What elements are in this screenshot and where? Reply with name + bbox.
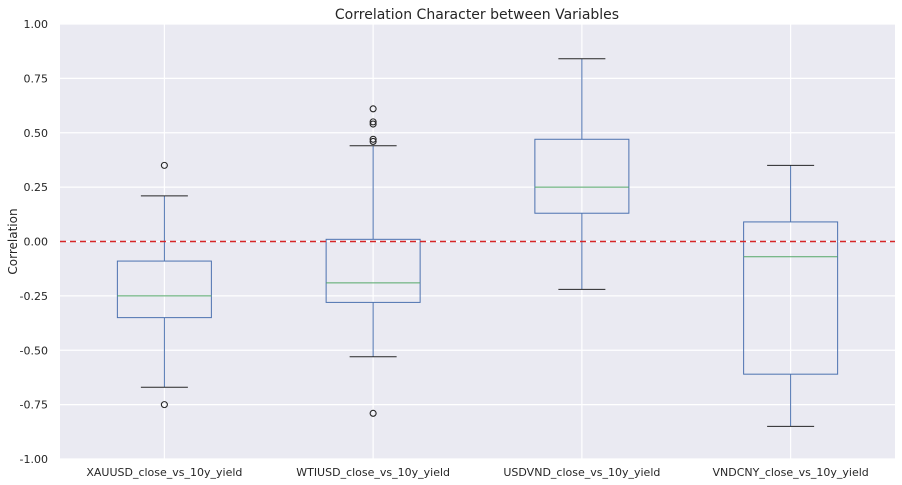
x-tick-label: USDVND_close_vs_10y_yield [503,466,660,479]
y-tick-label: 0.75 [24,72,49,85]
box-series [60,58,895,427]
y-tick-label: -1.00 [20,453,48,466]
x-tick-labels: XAUUSD_close_vs_10y_yield WTIUSD_close_vs… [86,466,868,479]
outlier-point [369,135,377,143]
y-tick-labels: -1.00 -0.75 -0.50 -0.25 0.00 0.25 0.50 0.75 1.00 [20,18,48,466]
iqr-box [743,221,839,375]
y-tick-label: 0.50 [24,127,49,140]
box-XAUUSD_close_vs_10y_yield [116,161,212,409]
x-tick-label: VNDCNY_close_vs_10y_yield [712,466,868,479]
box-USDVND_close_vs_10y_yield [534,58,630,290]
iqr-box [325,238,421,303]
x-tick-label: WTIUSD_close_vs_10y_yield [296,466,450,479]
chart-title: Correlation Character between Variables [335,7,619,23]
y-tick-label: -0.75 [20,399,48,412]
box-WTIUSD_close_vs_10y_yield [325,105,421,417]
y-tick-label: -0.50 [20,344,48,357]
outlier-point [369,120,377,128]
x-tick-label: XAUUSD_close_vs_10y_yield [86,466,242,479]
box-VNDCNY_close_vs_10y_yield [743,164,839,427]
iqr-box [534,138,630,214]
y-tick-label: 0.25 [24,181,49,194]
y-tick-label: 1.00 [24,18,49,31]
y-tick-label: -0.25 [20,290,48,303]
outlier-point [369,118,377,126]
outlier-point [369,409,377,417]
y-axis-title: Correlation [6,208,20,274]
outlier-point [160,161,168,169]
iqr-box [116,260,212,319]
outlier-point [160,401,168,409]
outlier-point [369,137,377,145]
outlier-point [369,105,377,113]
y-tick-label: 0.00 [24,236,49,249]
